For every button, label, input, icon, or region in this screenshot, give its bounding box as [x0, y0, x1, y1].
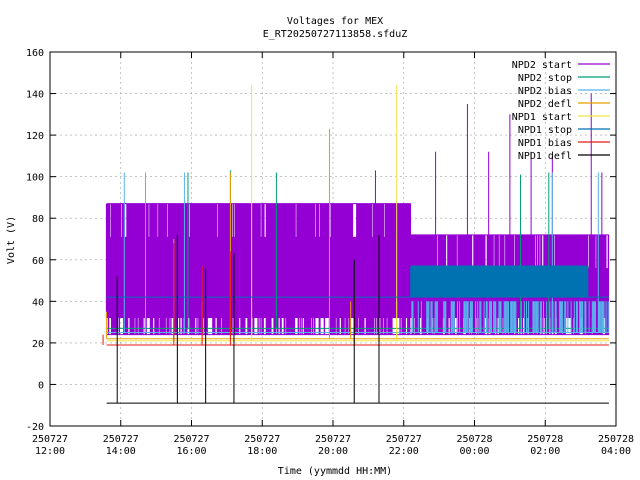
npd1-stop-band — [410, 266, 589, 298]
legend-entry: NPD2 bias — [518, 86, 610, 97]
legend-entry: NPD1 defl — [518, 151, 610, 162]
legend-label: NPD2 defl — [518, 99, 572, 110]
chart-title: Voltages for MEX — [287, 16, 383, 27]
series-npd1-start — [106, 85, 609, 342]
series-npd1-defl — [106, 234, 609, 404]
x-tick-label-date: 250727 — [173, 434, 209, 445]
series-npd2-bias — [106, 172, 609, 333]
x-tick-label-date: 250727 — [103, 434, 139, 445]
y-tick-label: 40 — [32, 297, 44, 308]
legend-entry: NPD2 stop — [518, 73, 610, 84]
axes: -2002040608010012014016025072712:0025072… — [26, 48, 634, 457]
x-tick-label-date: 250727 — [386, 434, 422, 445]
x-tick-label-date: 250728 — [527, 434, 563, 445]
x-tick-label-time: 22:00 — [389, 446, 419, 457]
legend-entry: NPD2 start — [512, 60, 610, 71]
x-tick-label-time: 04:00 — [601, 446, 631, 457]
legend-label: NPD1 stop — [518, 125, 572, 136]
x-tick-label-time: 20:00 — [318, 446, 348, 457]
legend-label: NPD1 start — [512, 112, 572, 123]
y-tick-label: -20 — [26, 422, 44, 433]
chart-subtitle: E_RT20250727113858.sfduZ — [263, 29, 408, 40]
legend-label: NPD2 bias — [518, 86, 572, 97]
legend-label: NPD1 defl — [518, 151, 572, 162]
y-tick-label: 160 — [26, 48, 44, 59]
x-tick-label-date: 250727 — [315, 434, 351, 445]
x-tick-label-time: 12:00 — [35, 446, 65, 457]
x-tick-label-date: 250727 — [244, 434, 280, 445]
y-tick-label: 100 — [26, 173, 44, 184]
legend-label: NPD1 bias — [518, 138, 572, 149]
x-axis-label: Time (yymmdd HH:MM) — [278, 466, 392, 477]
x-tick-label-date: 250727 — [32, 434, 68, 445]
x-tick-label-date: 250728 — [598, 434, 634, 445]
y-tick-label: 80 — [32, 214, 44, 225]
legend-entry: NPD1 bias — [518, 138, 610, 149]
y-tick-label: 120 — [26, 131, 44, 142]
x-tick-label-time: 02:00 — [530, 446, 560, 457]
legend: NPD2 start NPD2 stop NPD2 bias NPD2 defl NPD… — [512, 60, 610, 162]
y-tick-label: 140 — [26, 90, 44, 101]
legend-label: NPD2 start — [512, 60, 572, 71]
legend-entry: NPD1 start — [512, 112, 610, 123]
x-tick-label-time: 14:00 — [106, 446, 136, 457]
npd2-bias-band — [411, 301, 609, 333]
x-tick-label-time: 16:00 — [176, 446, 206, 457]
x-tick-label-time: 18:00 — [247, 446, 277, 457]
series-npd1-stop — [106, 265, 609, 298]
y-axis-label: Volt (V) — [6, 216, 17, 264]
y-tick-label: 0 — [38, 380, 44, 391]
legend-entry: NPD1 stop — [518, 125, 610, 136]
y-tick-label: 20 — [32, 339, 44, 350]
legend-label: NPD2 stop — [518, 73, 572, 84]
legend-entry: NPD2 defl — [518, 99, 610, 110]
data-series — [102, 85, 610, 404]
y-tick-label: 60 — [32, 256, 44, 267]
x-tick-label-date: 250728 — [456, 434, 492, 445]
x-tick-label-time: 00:00 — [459, 446, 489, 457]
